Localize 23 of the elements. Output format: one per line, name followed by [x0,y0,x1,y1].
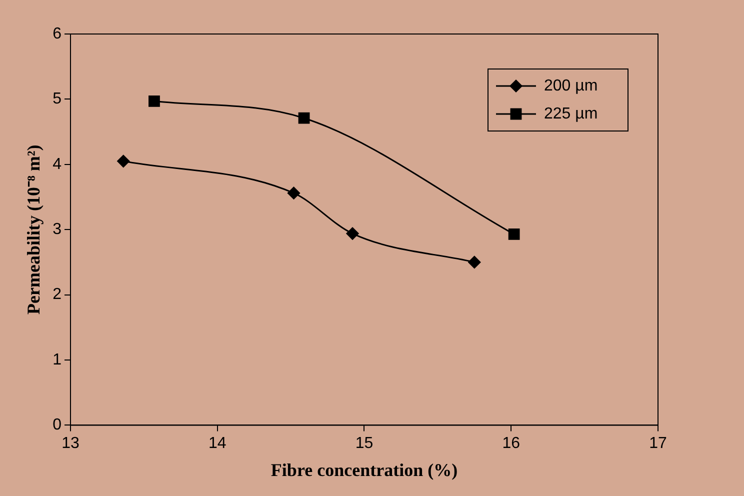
x-tick-label: 15 [355,435,374,452]
y-axis-title: Permeability (10⁻⁸ m²) [23,144,44,314]
point [288,186,300,200]
y-tick-label: 3 [52,221,62,238]
y-tick-label: 4 [52,156,62,173]
x-tick-label: 16 [502,435,520,452]
point [117,154,130,168]
point [298,112,310,124]
legend-label: 225 µm [544,105,598,122]
point [346,227,359,240]
x-tick-label: 17 [649,435,667,452]
x-tick-label: 13 [62,435,80,452]
y-tick-label: 2 [52,286,62,304]
x-axis-title: Fibre concentration (%) [270,460,458,480]
y-tick-label: 5 [52,90,62,108]
point [508,228,520,240]
y-tick-label: 6 [52,25,62,42]
x-tick-label: 14 [208,435,226,452]
y-tick-label: 0 [52,416,62,434]
legend-label: 200 µm [544,77,598,94]
point [468,256,481,268]
point [148,95,160,107]
y-tick-label: 1 [52,351,62,368]
